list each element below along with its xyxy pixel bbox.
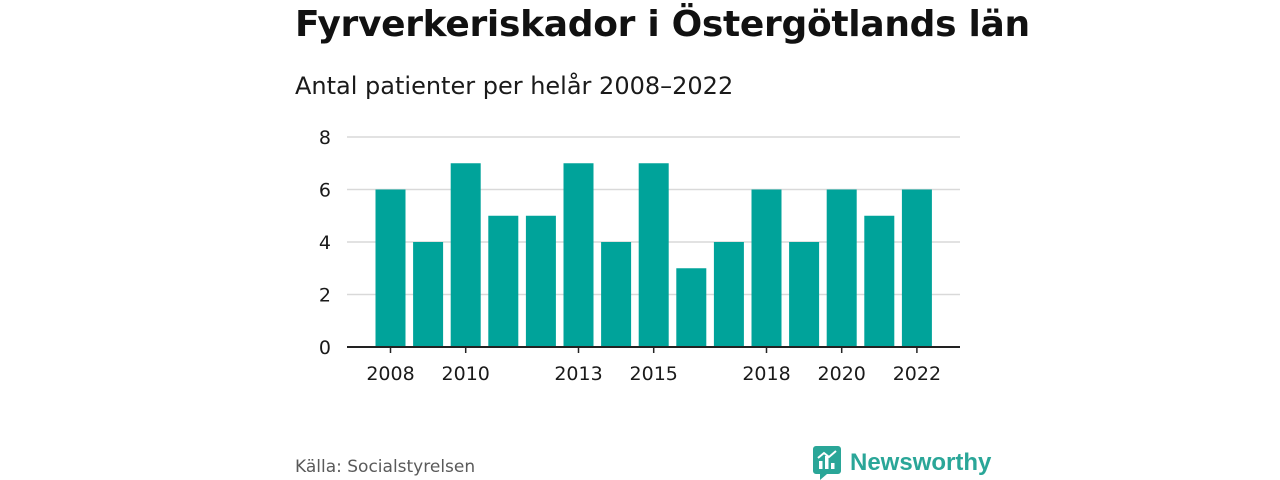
newsworthy-brand[interactable]: Newsworthy xyxy=(813,446,991,480)
x-tick-label: 2013 xyxy=(554,363,602,385)
bar-2022 xyxy=(901,189,932,347)
x-tick-label: 2015 xyxy=(630,363,678,385)
x-tick-label: 2008 xyxy=(366,363,414,385)
y-tick-label: 4 xyxy=(319,232,331,254)
bar-2019 xyxy=(789,242,820,347)
x-tick-label: 2010 xyxy=(442,363,490,385)
x-tick-label: 2022 xyxy=(893,363,941,385)
y-tick-label: 8 xyxy=(319,127,331,149)
y-axis-ticks: 0 2 4 6 8 xyxy=(319,127,331,359)
bar-2017 xyxy=(713,242,744,347)
x-tick-label: 2018 xyxy=(742,363,790,385)
bar-2018 xyxy=(751,189,782,347)
bar-2008 xyxy=(375,189,406,347)
bars xyxy=(375,163,932,347)
y-tick-label: 2 xyxy=(319,285,331,307)
y-tick-label: 0 xyxy=(319,337,331,359)
bar-2015 xyxy=(638,163,669,347)
bar-2014 xyxy=(601,242,632,347)
brand-name: Newsworthy xyxy=(850,449,992,476)
bar-2013 xyxy=(563,163,594,347)
chart-subtitle: Antal patienter per helår 2008–2022 xyxy=(295,72,734,100)
chart-title: Fyrverkeriskador i Östergötlands län xyxy=(295,4,1030,45)
bar-2020 xyxy=(826,189,857,347)
newsworthy-logo-icon xyxy=(813,446,841,480)
bar-2009 xyxy=(413,242,444,347)
source-note: Källa: Socialstyrelsen xyxy=(295,457,476,477)
x-tick-label: 2020 xyxy=(818,363,866,385)
bar-2016 xyxy=(676,268,707,347)
bar-2010 xyxy=(450,163,481,347)
bar-2011 xyxy=(488,215,519,347)
bar-chart: 0 2 4 6 8 2008 2010 2013 2015 2018 2020 2022 xyxy=(319,127,960,385)
bar-2021 xyxy=(864,215,895,347)
bar-2012 xyxy=(525,215,556,347)
y-tick-label: 6 xyxy=(319,180,331,202)
x-axis-ticks: 2008 2010 2013 2015 2018 2020 2022 xyxy=(366,347,941,385)
